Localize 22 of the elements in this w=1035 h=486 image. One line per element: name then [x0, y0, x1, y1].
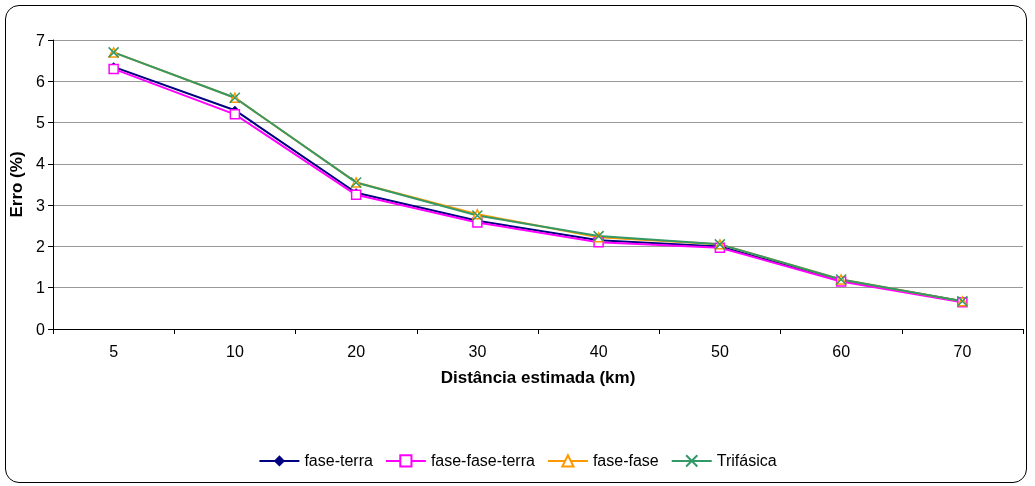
- x-tick-label: 10: [225, 342, 244, 360]
- x-tick-label: 40: [589, 342, 608, 360]
- y-axis-title: Erro (%): [7, 151, 26, 218]
- legend-label: fase-fase-terra: [430, 452, 536, 470]
- x-tick-label: 50: [710, 342, 729, 360]
- y-tick-label: 4: [36, 155, 46, 173]
- legend-label: fase-terra: [304, 452, 373, 470]
- x-tick-label: 20: [347, 342, 366, 360]
- x-tick-label: 60: [832, 342, 851, 360]
- y-tick-label: 6: [36, 72, 46, 90]
- y-tick-label: 3: [36, 196, 46, 214]
- legend-label: Trifásica: [716, 452, 777, 470]
- legend-label: fase-fase: [592, 452, 659, 470]
- y-tick-label: 7: [36, 31, 46, 49]
- x-tick-label: 5: [109, 342, 119, 360]
- x-axis-title: Distância estimada (km): [440, 368, 636, 387]
- x-tick-label: 70: [953, 342, 972, 360]
- y-tick-label: 5: [36, 114, 46, 132]
- y-tick-label: 2: [36, 237, 46, 255]
- y-tick-label: 0: [36, 320, 46, 338]
- y-tick-label: 1: [36, 279, 46, 297]
- x-tick-label: 30: [468, 342, 487, 360]
